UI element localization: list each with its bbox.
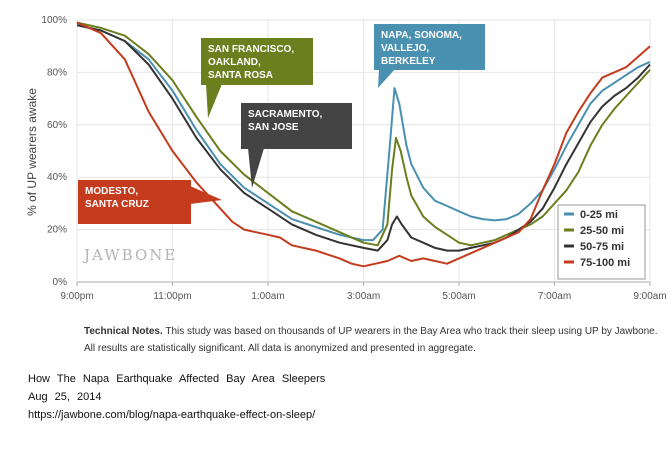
legend-label-75-100-mi: 75-100 mi: [580, 257, 630, 269]
series-line-0-25-mi: [76, 24, 651, 242]
callouts: SAN FRANCISCO, OAKLAND, SANTA ROSA SACRAMEN…: [78, 24, 485, 224]
callout-pointer: [206, 84, 222, 118]
legend-label-50-75-mi: 50-75 mi: [580, 241, 624, 253]
callout-line: SAN FRANCISCO,: [208, 44, 294, 55]
callout-box: [78, 180, 191, 224]
x-tick-label: 5:00am: [442, 291, 475, 302]
notes-body: This study was based on thousands of UP …: [84, 326, 658, 354]
x-tick-label: 11:00pm: [153, 291, 191, 302]
x-axis-ticks: 9:00pm 11:00pm 1:00am 3:00am 5:00am 7:00am 9:0…: [60, 282, 667, 302]
callout-sacramento: SACRAMENTO, SAN JOSE: [241, 103, 352, 188]
line-chart: 9:00pm 11:00pm 1:00am 3:00am 5:00am 7:00am 9:0…: [25, 15, 667, 302]
callout-napa-sonoma: NAPA, SONOMA, VALLEJO, BERKELEY: [374, 24, 485, 88]
y-axis-ticks: 0% 20% 40% 60% 80% 100%: [41, 15, 67, 288]
series-line-25-50-mi: [76, 21, 651, 247]
caption-date: Aug 25, 2014: [28, 391, 102, 403]
caption-title: How The Napa Earthquake Affected Bay Are…: [28, 373, 326, 385]
callout-box: [241, 103, 352, 149]
y-tick-label: 0%: [53, 277, 68, 288]
y-tick-label: 40%: [47, 172, 67, 183]
y-tick-label: 20%: [47, 225, 67, 236]
y-tick-label: 60%: [47, 120, 67, 131]
legend-label-0-25-mi: 0-25 mi: [580, 209, 618, 221]
callout-line: SAN JOSE: [248, 122, 299, 133]
caption-url[interactable]: https://jawbone.com/blog/napa-earthquake…: [28, 409, 316, 421]
callout-box: [201, 38, 313, 85]
y-axis-label: % of UP wearers awake: [25, 88, 39, 216]
x-tick-label: 3:00am: [347, 291, 380, 302]
callout-line: VALLEJO,: [381, 43, 429, 54]
callout-san-francisco: SAN FRANCISCO, OAKLAND, SANTA ROSA: [201, 38, 313, 118]
series-lines: [76, 21, 651, 268]
x-tick-label: 1:00am: [251, 291, 284, 302]
x-tick-label: 7:00am: [538, 291, 571, 302]
callout-pointer: [248, 148, 264, 188]
x-tick-label: 9:00am: [633, 291, 666, 302]
callout-box: [374, 24, 485, 70]
callout-line: SANTA CRUZ: [85, 199, 149, 210]
callout-line: SACRAMENTO,: [248, 109, 322, 120]
callout-line: NAPA, SONOMA,: [381, 30, 462, 41]
legend-box: [557, 204, 646, 280]
callout-line: OAKLAND,: [208, 57, 261, 68]
legend-label-25-50-mi: 25-50 mi: [580, 225, 624, 237]
callout-line: SANTA ROSA: [208, 70, 273, 81]
callout-pointer: [378, 69, 395, 88]
x-tick-label: 9:00pm: [60, 291, 93, 302]
notes-heading: Technical Notes.: [84, 326, 163, 337]
series-line-75-100-mi: [76, 21, 651, 268]
y-tick-label: 100%: [41, 15, 67, 26]
callout-line: BERKELEY: [381, 56, 436, 67]
y-tick-label: 80%: [47, 67, 67, 78]
callout-modesto: MODESTO, SANTA CRUZ: [78, 180, 222, 224]
callout-pointer: [190, 186, 222, 204]
technical-notes: Technical Notes. This study was based on…: [84, 323, 664, 357]
series-line-50-75-mi: [76, 24, 651, 252]
callout-line: MODESTO,: [85, 186, 138, 197]
caption: How The Napa Earthquake Affected Bay Are…: [28, 370, 325, 424]
legend: 0-25 mi 25-50 mi 50-75 mi 75-100 mi: [557, 204, 646, 280]
jawbone-watermark: JAWBONE: [82, 246, 177, 264]
